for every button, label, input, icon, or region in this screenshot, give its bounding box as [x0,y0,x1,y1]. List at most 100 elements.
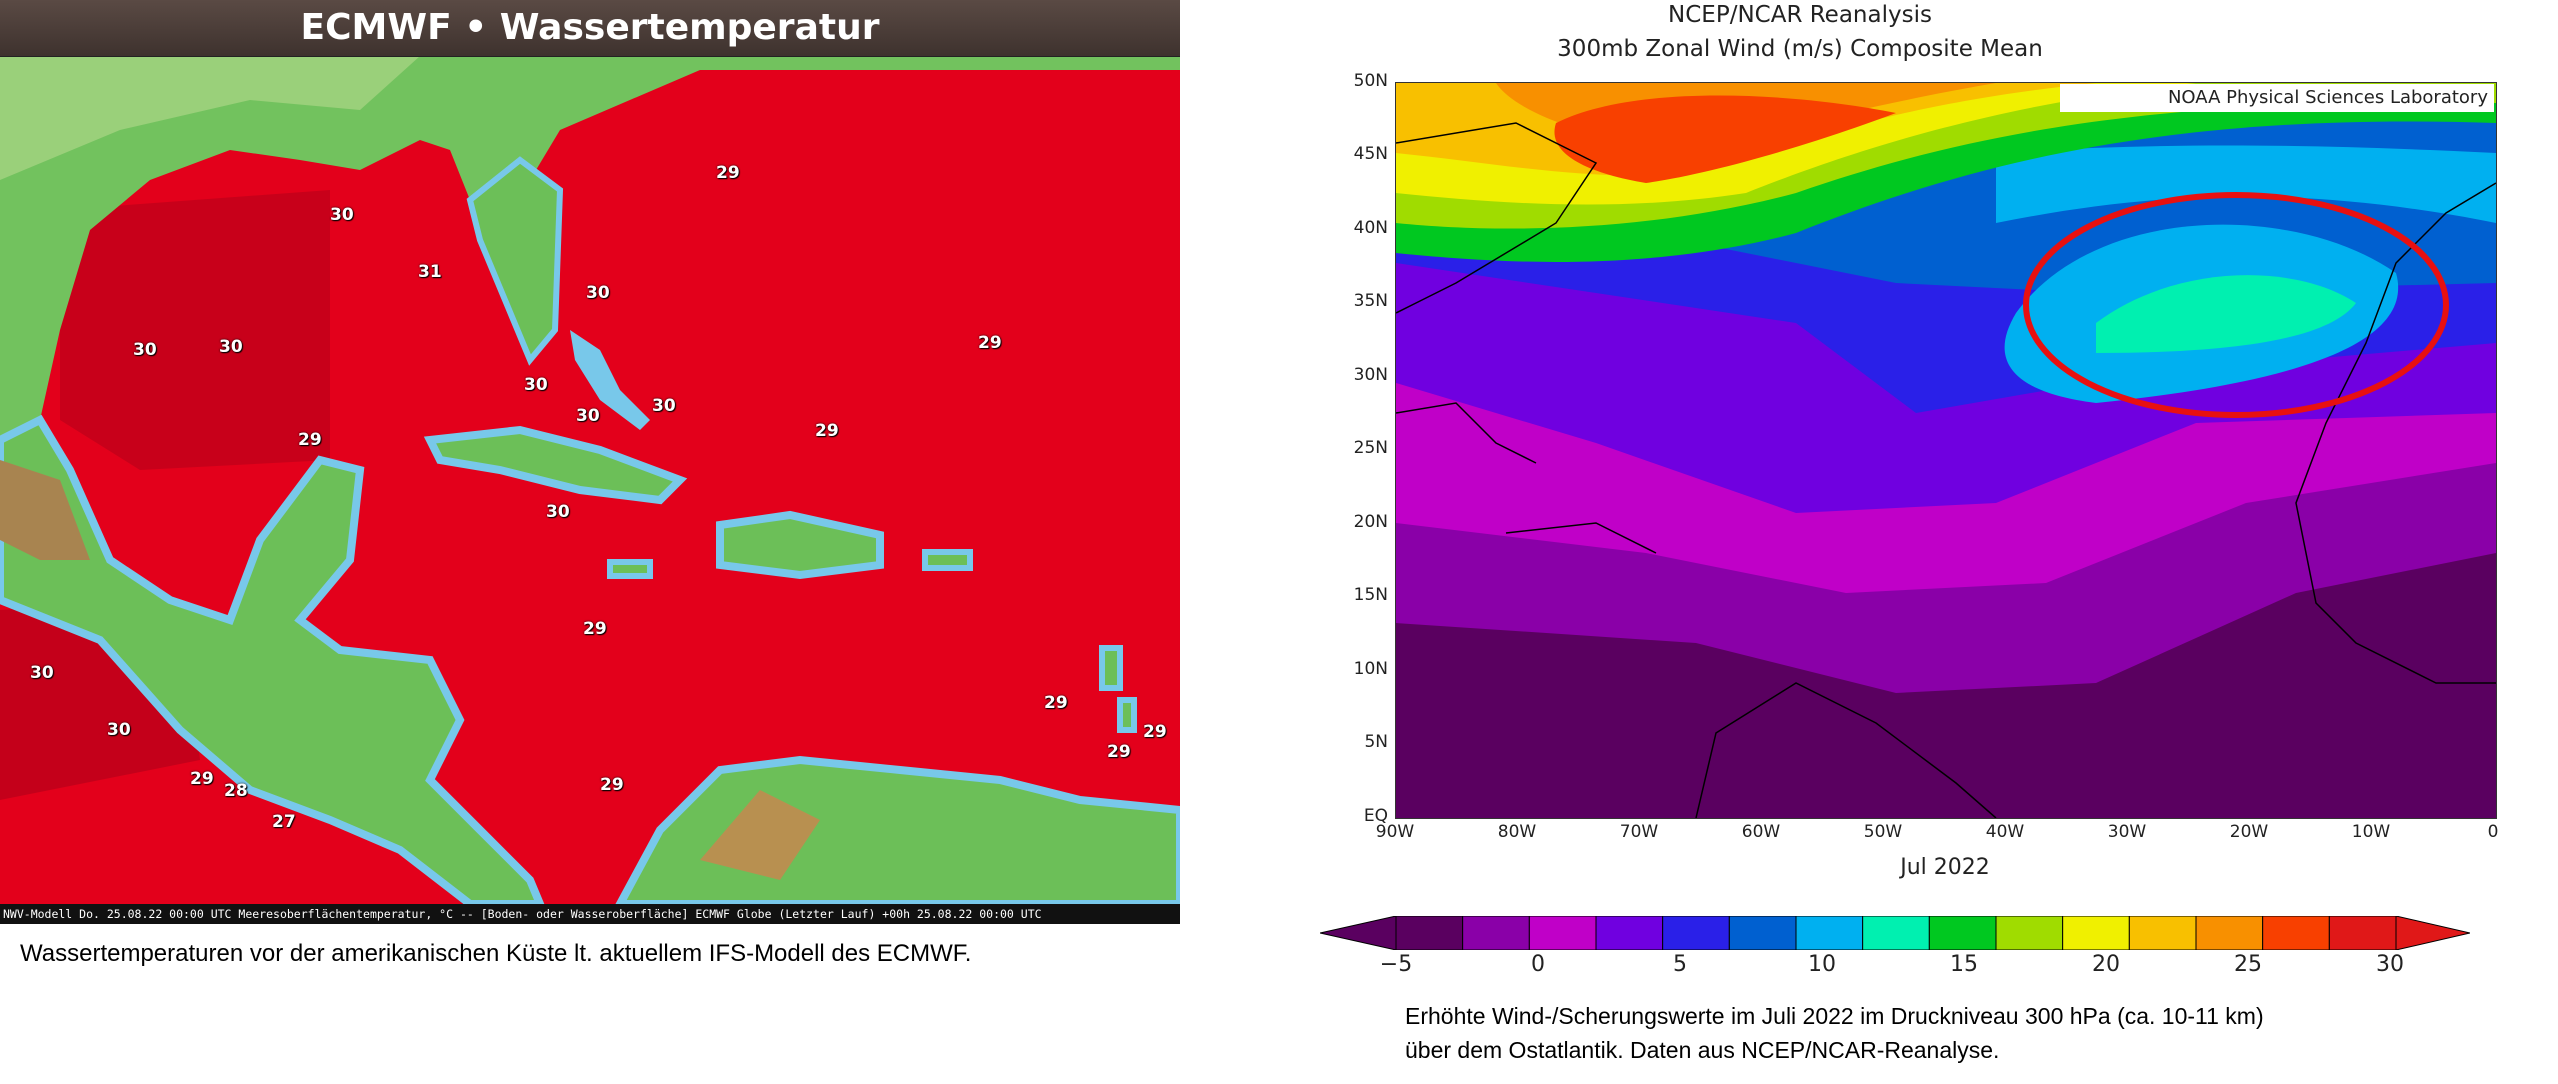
andes-highlands [700,790,820,880]
colorbar-cell [2128,916,2197,950]
colorbar-cell [1462,916,1530,950]
mexico-central-america [0,414,546,908]
map-title: ECMWF • Wassertemperatur [300,7,880,48]
colorbar-tick: 10 [1808,952,1836,977]
colorbar-cell [1862,916,1930,950]
zonal-wind-map [1395,82,2497,819]
coastline-cuba [1505,522,1657,554]
x-tick-label: 50W [1863,822,1903,842]
windward-islands [1117,697,1137,733]
colorbar-low-arrow [1320,916,1397,950]
y-tick-label: 15N [1353,585,1388,605]
colorbar-cell [1795,916,1864,950]
colorbar-high-arrow [2395,916,2470,950]
sst-map-graphic [0,56,1180,908]
colorbar-tick: 15 [1950,952,1978,977]
warm-gulf-region [60,190,330,470]
colorbar-tick: 25 [2234,952,2262,977]
south-america-land [613,755,1180,908]
y-tick-label: 20N [1353,512,1388,532]
y-tick-label: 30N [1353,365,1388,385]
colorbar-tick: 30 [2376,952,2404,977]
zonal-wind-graphic [1396,83,2496,818]
temp-label: 31 [418,262,442,282]
temp-label: 30 [576,406,600,426]
wind-band-10 [1996,145,2496,223]
temp-label: 27 [272,812,296,832]
jet-streak-core [2096,275,2356,353]
temp-label: 29 [600,775,624,795]
x-tick-label: 70W [1619,822,1659,842]
colorbar-tick: 5 [1673,952,1687,977]
puerto-rico [922,549,973,571]
y-tick-label: EQ [1363,806,1388,826]
temp-label: 29 [815,421,839,441]
colorbar-cell [1662,916,1730,950]
x-tick-label: 80W [1497,822,1537,842]
coastline-gulf [1396,402,1537,464]
mexican-highlands [0,460,90,560]
colorbar-cell [2062,916,2130,950]
y-tick-label: 5N [1364,732,1388,752]
left-caption: Wassertemperaturen vor der amerikanische… [20,940,972,967]
colorbar-cell [1528,916,1597,950]
map-footer: NWV-Modell Do. 25.08.22 00:00 UTC Meeres… [0,904,1180,924]
temp-label: 30 [524,375,548,395]
right-caption-line1: Erhöhte Wind-/Scherungswerte im Juli 202… [1405,1003,2264,1029]
right-caption-line2: über dem Ostatlantik. Daten aus NCEP/NCA… [1405,1037,2000,1063]
temp-label: 29 [190,769,214,789]
colorbar-cell [1928,916,1997,950]
florida [466,156,564,366]
colorbar-cell [1728,916,1797,950]
wind-band-27 [1554,95,1896,183]
x-tick-label: 90W [1375,822,1415,842]
x-tick-label: 60W [1741,822,1781,842]
colorbar-tick: 20 [2092,952,2120,977]
sst-map: 29 30 31 30 30 30 29 30 30 30 29 29 30 2… [0,0,1180,924]
north-america-land [0,56,1180,440]
y-tick-label: 25N [1353,438,1388,458]
reanalysis-title: NCEP/NCAR Reanalysis [1668,2,1932,28]
temp-label: 30 [107,720,131,740]
y-tick-label: 45N [1353,144,1388,164]
x-tick-label: 30W [2107,822,2147,842]
colorbar-cell [2328,916,2397,950]
reanalysis-subtitle: 300mb Zonal Wind (m/s) Composite Mean [1557,36,2043,62]
cuba [423,425,688,505]
x-tick-label: 10W [2351,822,2391,842]
colorbar [1320,916,2470,950]
y-tick-label: 50N [1353,71,1388,91]
temp-label: 30 [133,340,157,360]
y-tick-label: 35N [1353,291,1388,311]
temp-label: 29 [1044,693,1068,713]
temp-label: 30 [546,502,570,522]
coastline-africa [2295,182,2496,684]
temp-label: 29 [716,163,740,183]
colorbar-cell [1995,916,2064,950]
hispaniola [716,510,884,580]
x-tick-label: 20W [2229,822,2269,842]
bahamas [570,330,650,430]
temp-label: 29 [1107,742,1131,762]
temp-label: 30 [219,337,243,357]
month-label: Jul 2022 [1900,855,1990,880]
map-title-bar [0,0,1180,57]
x-tick-label: 0 [2487,822,2499,842]
coastline-north-america [1396,122,1598,314]
y-tick-label: 10N [1353,659,1388,679]
colorbar-cell [2262,916,2330,950]
temp-label: 28 [224,781,248,801]
colorbar-cell [1395,916,1464,950]
y-tick-label: 40N [1353,218,1388,238]
temp-label: 30 [586,283,610,303]
colorbar-cell [1595,916,1664,950]
noaa-credit: NOAA Physical Sciences Laboratory [2060,84,2494,112]
north-america-interior [0,56,420,180]
temp-label: 30 [330,205,354,225]
highlight-ellipse [2023,192,2449,418]
jamaica [607,559,653,579]
x-tick-label: 40W [1985,822,2025,842]
temp-label: 29 [1143,722,1167,742]
coastline-south-america [1695,682,1997,818]
colorbar-tick: 0 [1531,952,1545,977]
